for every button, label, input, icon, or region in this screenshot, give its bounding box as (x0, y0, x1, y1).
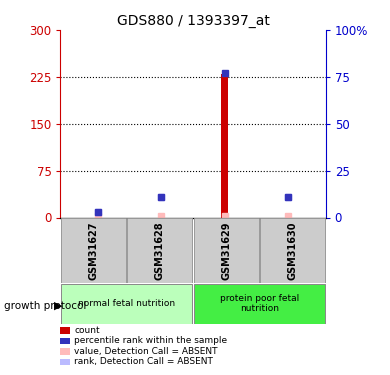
Bar (194, 284, 325, 324)
Bar (128, 217, 192, 283)
Text: GSM31629: GSM31629 (221, 221, 231, 280)
Bar (61, 284, 192, 324)
Bar (260, 217, 325, 283)
Text: normal fetal nutrition: normal fetal nutrition (78, 299, 176, 308)
Bar (222, 74, 228, 217)
Bar (61, 217, 126, 283)
Text: percentile rank within the sample: percentile rank within the sample (74, 336, 227, 345)
Text: ▶: ▶ (54, 301, 62, 310)
Bar (194, 217, 259, 283)
Text: value, Detection Call = ABSENT: value, Detection Call = ABSENT (74, 347, 218, 356)
Text: count: count (74, 326, 100, 335)
Text: GSM31628: GSM31628 (155, 221, 165, 280)
Text: GSM31630: GSM31630 (287, 221, 298, 280)
Title: GDS880 / 1393397_at: GDS880 / 1393397_at (117, 13, 269, 28)
Text: GSM31627: GSM31627 (89, 221, 99, 280)
Text: growth protocol: growth protocol (4, 301, 86, 310)
Text: rank, Detection Call = ABSENT: rank, Detection Call = ABSENT (74, 357, 213, 366)
Text: protein poor fetal
nutrition: protein poor fetal nutrition (220, 294, 299, 314)
